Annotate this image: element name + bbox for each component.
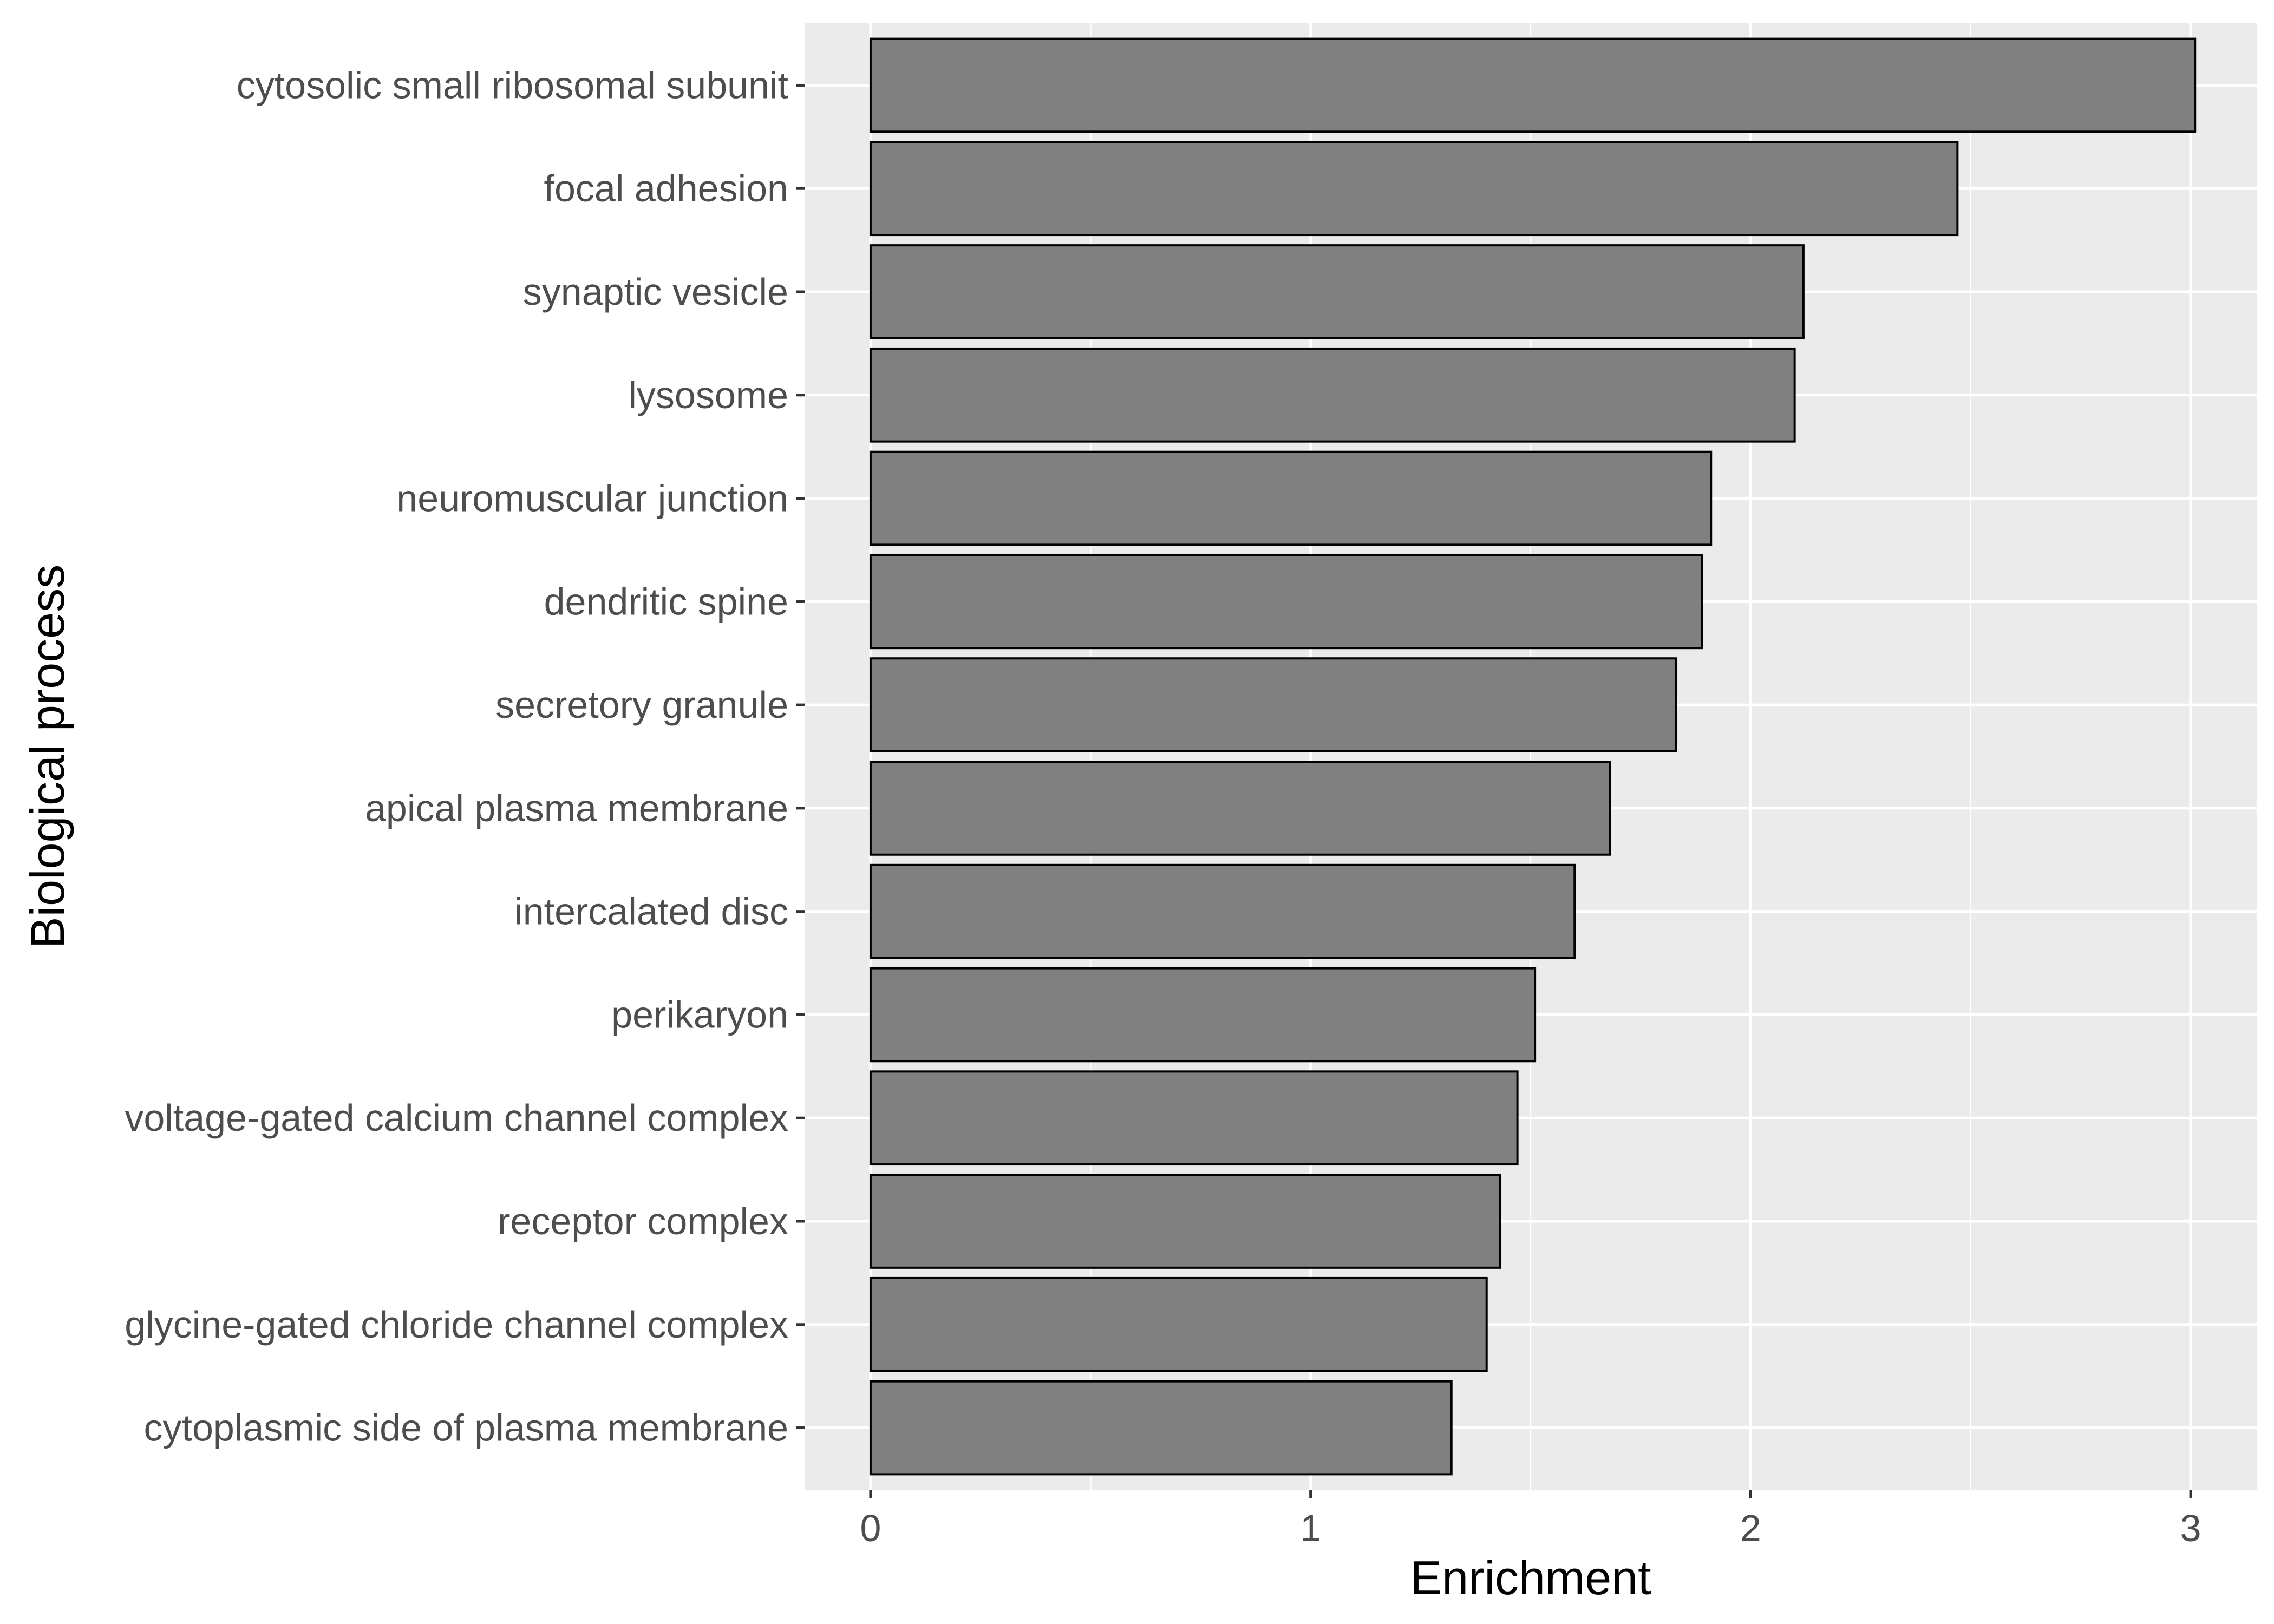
y-axis-title: Biological process: [21, 565, 74, 948]
y-tick-label: intercalated disc: [514, 890, 788, 933]
bar: [869, 554, 1703, 650]
y-tick-label: receptor complex: [498, 1200, 788, 1242]
bar: [869, 657, 1677, 752]
y-tick-label: apical plasma membrane: [365, 787, 788, 829]
bar: [869, 37, 2197, 133]
y-tick-label: dendritic spine: [544, 580, 788, 623]
bar: [869, 141, 1959, 237]
bar: [869, 244, 1805, 339]
y-tick-label: cytoplasmic side of plasma membrane: [144, 1407, 788, 1449]
x-tick-label: 1: [1300, 1507, 1321, 1549]
x-axis: 0 1 2 3: [860, 1490, 2201, 1549]
bar: [869, 1276, 1488, 1372]
x-tick-label: 3: [2180, 1507, 2201, 1549]
bar: [869, 1070, 1519, 1166]
bar: [869, 761, 1611, 856]
bar: [869, 1380, 1453, 1476]
bar: [869, 967, 1537, 1063]
bar: [869, 863, 1576, 959]
y-tick-label: neuromuscular junction: [396, 477, 788, 520]
x-tick-label: 0: [860, 1507, 881, 1549]
x-tick-label: 2: [1740, 1507, 1761, 1549]
y-tick-label: secretory granule: [495, 684, 788, 726]
bar: [869, 1174, 1501, 1269]
y-tick-label: lysosome: [628, 374, 788, 416]
y-tick-label: perikaryon: [611, 993, 788, 1036]
bars-layer: [869, 37, 2197, 1476]
bar: [869, 450, 1713, 546]
y-tick-label: focal adhesion: [544, 167, 788, 209]
y-tick-label: glycine-gated chloride channel complex: [125, 1304, 788, 1346]
y-tick-label: voltage-gated calcium channel complex: [125, 1097, 788, 1139]
x-axis-title: Enrichment: [1410, 1551, 1651, 1605]
y-tick-label: synaptic vesicle: [523, 271, 788, 313]
y-tick-label: cytosolic small ribosomal subunit: [237, 64, 788, 106]
y-axis: cytosolic small ribosomal subunit focal a…: [125, 64, 805, 1449]
bar: [869, 347, 1796, 443]
